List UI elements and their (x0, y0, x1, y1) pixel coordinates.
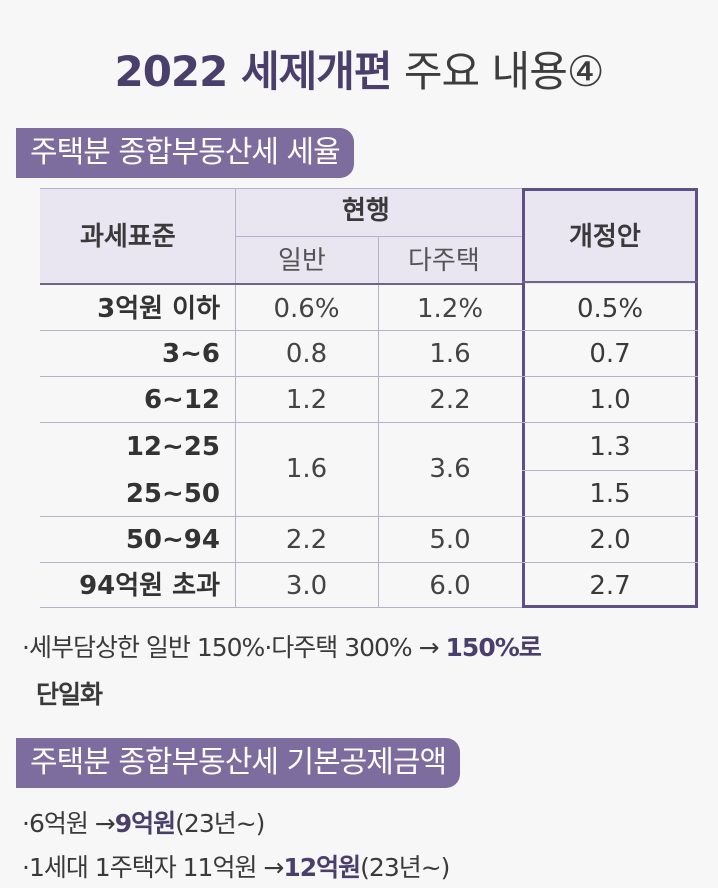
cell-multi: 1.2% (416, 294, 484, 324)
cell-multi: 5.0 (429, 525, 471, 555)
tax-rate-table: 과세표준 현행 일반 다주택 개정안 3억원 이하 0.6% 1.2% 0.5%… (40, 188, 698, 608)
cell-multi: 2.2 (429, 385, 471, 415)
header-revision: 개정안 (569, 222, 641, 252)
cell-general: 0.8 (285, 339, 328, 369)
header-bottom-line (40, 283, 522, 285)
cell-multi: 1.6 (429, 339, 471, 369)
header-current: 현행 (342, 196, 390, 226)
title-sub: 주요 내용④ (403, 47, 605, 96)
col-divider-1 (235, 188, 236, 608)
note-deduction-single-home: ·1세대 1주택자 11억원 →12억원(23년~) (22, 848, 450, 884)
revision-column-box (522, 188, 698, 608)
page-title: 2022 세제개편 주요 내용④ (0, 38, 718, 99)
note-tax-cap-line2: 단일화 (36, 675, 103, 711)
subheader-line (235, 236, 522, 237)
row-line (40, 330, 698, 331)
note-deduction-general-highlight: 9억원 (114, 809, 176, 838)
note-deduction-single-home-suffix: (23년~) (360, 853, 450, 882)
row-line (40, 516, 698, 517)
cell-multi: 6.0 (429, 571, 471, 601)
cell-standard: 3억원 이하 (97, 294, 220, 324)
note-tax-cap-line2-text: 단일화 (36, 680, 103, 709)
cell-revision: 1.3 (589, 432, 631, 462)
note-deduction-general: ·6억원 →9억원(23년~) (22, 804, 265, 840)
cell-standard: 25~50 (125, 479, 220, 509)
cell-revision: 1.5 (589, 479, 631, 509)
cell-standard: 3~6 (162, 339, 220, 369)
note-deduction-single-home-text: ·1세대 1주택자 11억원 → (22, 853, 284, 882)
row-line (40, 422, 698, 423)
cell-standard: 94억원 초과 (79, 571, 220, 601)
cell-general: 1.2 (285, 385, 328, 415)
cell-revision: 2.0 (589, 525, 631, 555)
header-standard: 과세표준 (80, 222, 176, 252)
cell-general-merged: 1.6 (285, 454, 328, 484)
title-main: 2022 세제개편 (114, 47, 392, 96)
cell-revision: 2.7 (589, 571, 631, 601)
note-tax-cap: ·세부담상한 일반 150%·다주택 300% → 150%로 (22, 628, 542, 664)
cell-general: 3.0 (285, 571, 328, 601)
note-deduction-general-suffix: (23년~) (175, 809, 265, 838)
cell-general: 2.2 (285, 525, 328, 555)
cell-revision: 1.0 (589, 385, 631, 415)
table-top-line (40, 188, 522, 189)
note-deduction-general-text: ·6억원 → (22, 809, 116, 838)
table-bottom-line (40, 607, 522, 608)
row-line (522, 470, 698, 471)
header-general: 일반 (278, 246, 326, 276)
cell-standard: 6~12 (143, 385, 220, 415)
cell-revision: 0.5% (576, 294, 644, 324)
cell-multi-merged: 3.6 (429, 454, 471, 484)
row-line (40, 376, 698, 377)
revision-header-bg (525, 191, 695, 284)
cell-standard: 12~25 (125, 432, 220, 462)
header-multi: 다주택 (408, 246, 480, 276)
section-label-tax-rate: 주택분 종합부동산세 세율 (16, 128, 354, 178)
row-line (40, 562, 698, 563)
note-deduction-single-home-highlight: 12억원 (283, 853, 361, 882)
note-tax-cap-highlight: 150%로 (445, 633, 542, 662)
section-label-deduction: 주택분 종합부동산세 기본공제금액 (16, 738, 461, 788)
cell-general: 0.6% (273, 294, 340, 324)
revision-header-line (522, 281, 698, 283)
note-tax-cap-text: ·세부담상한 일반 150%·다주택 300% → (22, 633, 440, 662)
cell-standard: 50~94 (125, 525, 220, 555)
cell-revision: 0.7 (589, 339, 631, 369)
